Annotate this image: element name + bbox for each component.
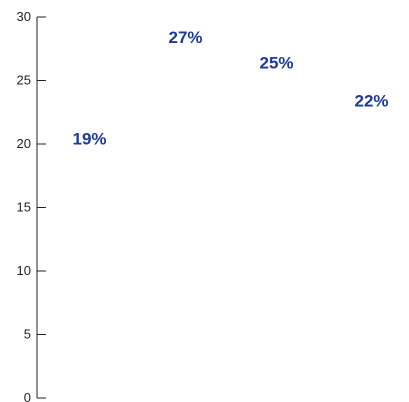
y-tick-label: 20 [17, 136, 31, 151]
bar-category-label-line: BETTER AT COACHING OTHERS [269, 146, 286, 389]
bar-category-label: IMPACT COMMITMENT OF DIRECT REPORT [354, 193, 390, 388]
y-tick-label: 25 [17, 73, 31, 88]
bar-category-label: BETTER AT LEADING TEAMS [178, 170, 195, 388]
y-axis: 0 5 10 15 20 25 30 [17, 9, 46, 402]
bar-category-label-line: BETTER AT LEADING TEAMS [178, 170, 195, 388]
bar-value-label: 22% [354, 92, 388, 111]
bar-value-label: 27% [168, 28, 202, 47]
y-tick-label: 5 [24, 327, 31, 342]
bar-category-label-line: DIRECT REPORT [373, 262, 390, 388]
bar-value-label: 25% [259, 54, 293, 73]
y-tick-label: 0 [24, 390, 31, 402]
bar-value-label: 19% [72, 130, 106, 149]
y-tick-label: 10 [17, 263, 31, 278]
y-tick-label: 15 [17, 200, 31, 215]
y-tick-label: 30 [17, 9, 31, 24]
bar-category-label: OVERALL PERFORMANCE [82, 189, 99, 388]
bar-category-label: BETTER AT COACHING OTHERS [269, 146, 286, 389]
labels: 19% OVERALL PERFORMANCE 27% BETTER AT LEADI… [72, 28, 390, 388]
bar-category-label-line: IMPACT COMMITMENT OF [354, 193, 371, 388]
bar-category-label-line: OVERALL PERFORMANCE [82, 189, 99, 388]
